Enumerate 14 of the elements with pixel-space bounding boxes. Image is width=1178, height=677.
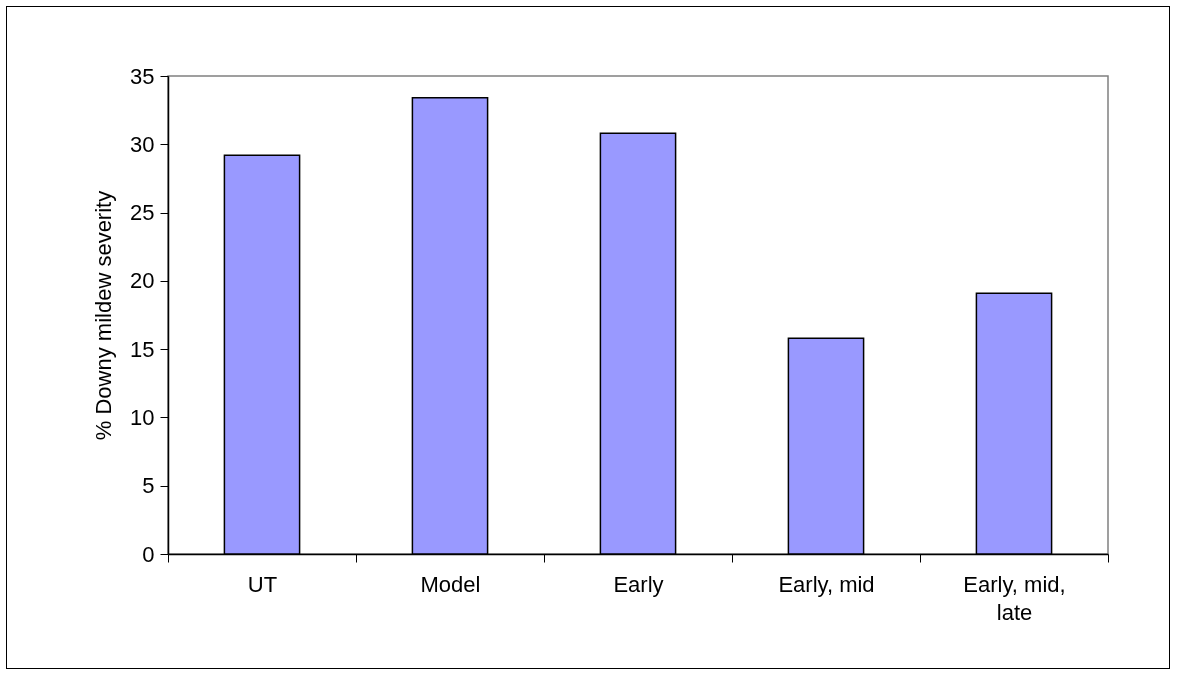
y-tick-label: 25 — [130, 200, 155, 226]
y-tick-label: 5 — [142, 473, 155, 499]
y-tick-label: 20 — [130, 268, 155, 294]
y-tick-label: 15 — [130, 336, 155, 362]
x-tick-label: Early, mid, late — [963, 571, 1066, 625]
y-tick-label: 0 — [142, 541, 155, 567]
x-tick-label: Early, mid — [778, 571, 875, 597]
x-tick-label: Model — [420, 571, 481, 597]
y-tick-label: 10 — [130, 404, 155, 430]
x-tick-label: UT — [247, 571, 278, 597]
y-axis-title: % Downy mildew severity — [91, 190, 117, 441]
y-tick-label: 35 — [130, 63, 155, 89]
y-tick-label: 30 — [130, 131, 155, 157]
x-tick-label: Early — [613, 571, 664, 597]
